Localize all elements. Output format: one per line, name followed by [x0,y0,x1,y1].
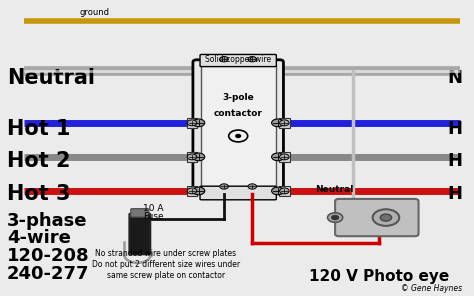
Text: N: N [447,70,462,87]
Text: No stranded wire under screw plates: No stranded wire under screw plates [95,249,237,258]
Circle shape [192,119,205,127]
FancyBboxPatch shape [129,213,150,254]
FancyBboxPatch shape [131,209,149,217]
Text: 3-pole: 3-pole [222,93,254,102]
Text: Do not put 2 different size wires under: Do not put 2 different size wires under [92,260,240,269]
FancyBboxPatch shape [187,152,197,162]
Circle shape [280,188,289,194]
Circle shape [248,184,256,189]
Circle shape [192,187,205,195]
Text: H: H [447,185,462,203]
Text: H: H [447,120,462,138]
FancyBboxPatch shape [201,65,276,187]
FancyBboxPatch shape [200,186,276,200]
Text: 10 A: 10 A [143,204,164,213]
Circle shape [280,120,289,126]
Text: H: H [447,152,462,170]
Text: Hot 1: Hot 1 [7,119,71,139]
Circle shape [228,130,247,142]
FancyBboxPatch shape [187,186,197,196]
Circle shape [272,153,284,161]
Text: Hot 2: Hot 2 [7,151,71,171]
Text: ground: ground [80,8,110,17]
Text: contactor: contactor [214,109,263,118]
Circle shape [272,119,284,127]
Circle shape [220,57,228,62]
Circle shape [236,134,240,137]
Text: same screw plate on contactor: same screw plate on contactor [107,271,225,280]
Circle shape [280,154,289,160]
Text: Neutral: Neutral [7,68,95,89]
Text: Fuse: Fuse [143,212,164,221]
Circle shape [220,184,228,189]
Circle shape [248,57,256,62]
Text: 240-277: 240-277 [7,265,90,283]
FancyBboxPatch shape [187,118,197,128]
Circle shape [331,215,339,220]
Circle shape [192,153,205,161]
Text: 120 V Photo eye: 120 V Photo eye [309,269,449,284]
Circle shape [187,120,197,126]
FancyBboxPatch shape [335,199,419,236]
Circle shape [272,187,284,195]
Circle shape [380,214,392,221]
FancyBboxPatch shape [279,186,290,196]
Text: Solid copper wire: Solid copper wire [205,55,271,64]
Text: Hot 3: Hot 3 [7,184,71,204]
Circle shape [187,188,197,194]
Text: 120-208: 120-208 [7,247,90,265]
Circle shape [328,213,343,222]
Circle shape [373,209,399,226]
Text: 4-wire: 4-wire [7,229,71,247]
FancyBboxPatch shape [279,118,290,128]
Text: Neutral: Neutral [315,185,354,194]
FancyBboxPatch shape [193,60,283,192]
FancyBboxPatch shape [279,152,290,162]
FancyBboxPatch shape [200,54,276,67]
Circle shape [187,154,197,160]
Text: 3-phase: 3-phase [7,212,88,229]
Text: © Gene Haynes: © Gene Haynes [401,284,462,293]
